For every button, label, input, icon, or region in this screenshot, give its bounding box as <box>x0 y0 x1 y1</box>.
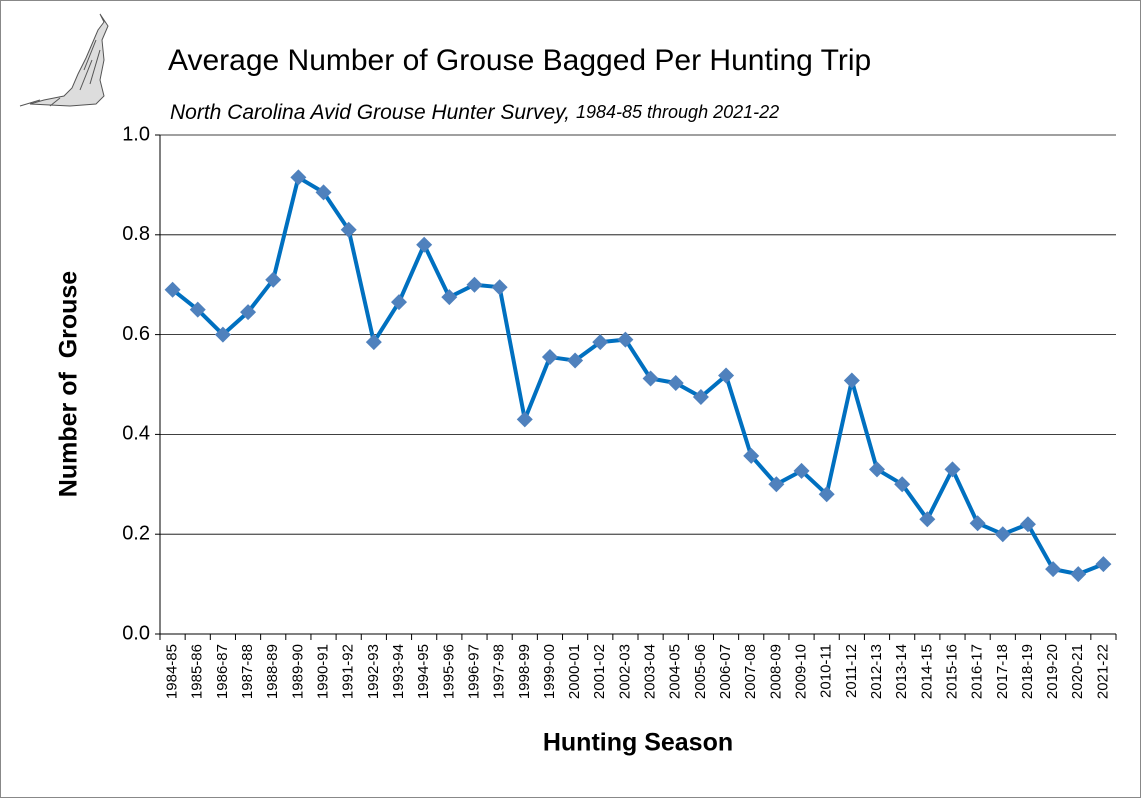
marker <box>214 326 231 343</box>
marker <box>617 331 634 348</box>
marker <box>919 511 936 528</box>
y-axis-label: Number of Grouse <box>55 271 83 498</box>
marker <box>491 279 508 296</box>
marker <box>818 486 835 503</box>
x-tick-label: 2003-04 <box>642 644 659 699</box>
x-tick-label: 1999-00 <box>541 644 558 699</box>
marker <box>189 301 206 318</box>
marker <box>1095 556 1112 573</box>
marker <box>692 388 709 405</box>
x-tick-label: 1988-89 <box>264 644 281 699</box>
subtitle: North Carolina Avid Grouse Hunter Survey… <box>170 101 570 124</box>
x-tick-label: 1990-91 <box>314 644 331 699</box>
x-tick-label: 2005-06 <box>692 644 709 699</box>
marker <box>667 375 684 392</box>
marker <box>365 334 382 351</box>
x-tick-label: 1984-85 <box>164 644 181 699</box>
x-tick-label: 1993-94 <box>390 644 407 699</box>
chart-subtitle: North Carolina Avid Grouse Hunter Survey… <box>170 101 779 124</box>
x-tick-label: 2018-19 <box>1019 644 1036 699</box>
x-tick-label: 2016-17 <box>969 644 986 699</box>
x-tick-label: 2006-07 <box>717 644 734 699</box>
x-tick-label: 2017-18 <box>994 644 1011 699</box>
x-tick-label: 2001-02 <box>591 644 608 699</box>
x-tick-label: 2002-03 <box>616 644 633 699</box>
marker <box>240 304 257 321</box>
marker <box>164 281 181 298</box>
marker <box>567 352 584 369</box>
x-tick-label: 1987-88 <box>239 644 256 699</box>
marker <box>1045 561 1062 578</box>
marker <box>265 271 282 288</box>
y-tick-label: 1.0 <box>122 123 150 145</box>
y-tick-label: 0.6 <box>122 323 150 345</box>
grouse-illustration <box>19 13 109 107</box>
marker <box>642 370 659 387</box>
marker <box>541 349 558 366</box>
marker <box>768 476 785 493</box>
x-tick-label: 2020-21 <box>1069 644 1086 699</box>
x-tick-label: 2013-14 <box>893 644 910 699</box>
marker <box>290 169 307 186</box>
y-tick-label: 0.2 <box>122 522 150 544</box>
marker <box>1070 566 1087 583</box>
x-tick-label: 1998-99 <box>516 644 533 699</box>
marker <box>869 461 885 478</box>
x-tick-label: 2010-11 <box>818 644 835 698</box>
x-tick-label: 2004-05 <box>667 644 684 699</box>
marker <box>994 526 1011 543</box>
chart-title: Average Number of Grouse Bagged Per Hunt… <box>168 44 871 77</box>
marker <box>466 276 483 293</box>
x-tick-label: 1989-90 <box>289 644 306 699</box>
y-tick-label: 0.0 <box>122 622 150 644</box>
x-tick-label: 1997-98 <box>491 644 508 699</box>
x-tick-label: 1994-95 <box>415 644 432 699</box>
x-tick-label: 1995-96 <box>440 644 457 699</box>
x-axis-label: Hunting Season <box>543 729 733 757</box>
x-tick-label: 2007-08 <box>742 644 759 699</box>
marker <box>894 476 911 493</box>
marker <box>416 236 433 253</box>
marker <box>743 447 760 464</box>
x-tick-label: 2015-16 <box>943 644 960 699</box>
marker <box>969 515 986 532</box>
marker <box>340 221 357 238</box>
y-tick-label: 0.8 <box>122 223 150 245</box>
x-tick-label: 1996-97 <box>465 644 482 699</box>
x-tick-label: 2021-22 <box>1094 644 1111 699</box>
marker <box>441 289 458 306</box>
x-tick-label: 1985-86 <box>189 644 206 699</box>
x-tick-label: 2000-01 <box>566 644 583 699</box>
x-tick-label: 1991-92 <box>340 644 357 699</box>
marker <box>516 411 533 428</box>
marker <box>843 372 860 389</box>
x-tick-label: 2011-12 <box>843 644 860 698</box>
marker <box>793 462 810 479</box>
x-tick-label: 1986-87 <box>214 644 231 699</box>
x-tick-label: 2014-15 <box>918 644 935 699</box>
marker <box>944 461 961 478</box>
marker <box>592 334 609 351</box>
marker <box>1019 516 1036 533</box>
x-tick-label: 2008-09 <box>767 644 784 699</box>
x-tick-label: 2009-10 <box>792 644 809 699</box>
marker <box>315 184 332 201</box>
x-tick-label: 2019-20 <box>1044 644 1061 699</box>
y-tick-label: 0.4 <box>122 423 150 445</box>
series-line <box>171 175 1105 577</box>
x-tick-label: 2012-13 <box>868 644 885 699</box>
marker <box>718 367 735 384</box>
subtitle-range: 1984-85 through 2021-22 <box>576 102 779 122</box>
marker <box>391 294 407 311</box>
x-tick-label: 1992-93 <box>365 644 382 699</box>
